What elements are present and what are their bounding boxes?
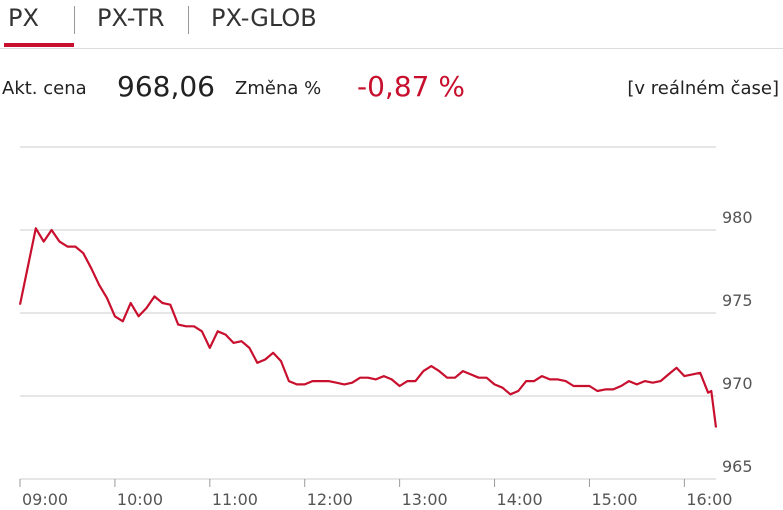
tab-bar: PX PX-TR PX-GLOB bbox=[0, 0, 783, 49]
x-tick-label: 10:00 bbox=[117, 490, 163, 509]
tab[interactable]: PX-GLOB bbox=[211, 4, 317, 32]
x-tick-label: 12:00 bbox=[307, 490, 353, 509]
price-label: Akt. cena bbox=[2, 78, 87, 99]
tab[interactable]: PX bbox=[8, 4, 39, 32]
y-tick-label: 975 bbox=[722, 291, 753, 310]
price: 968,06 bbox=[117, 70, 215, 103]
x-tick-label: 14:00 bbox=[497, 490, 543, 509]
active-tab-indicator bbox=[4, 43, 74, 47]
tab[interactable]: PX-TR bbox=[97, 4, 165, 32]
price-line bbox=[18, 227, 718, 428]
separator bbox=[188, 6, 189, 34]
change-label: Změna % bbox=[235, 78, 322, 99]
x-tick-label: 15:00 bbox=[591, 490, 637, 509]
realtime-note: [v reálném čase] bbox=[627, 78, 779, 99]
y-tick-label: 980 bbox=[722, 208, 753, 227]
y-tick-label: 970 bbox=[722, 374, 753, 393]
x-tick-label: 13:00 bbox=[402, 490, 448, 509]
x-tick-label: 11:00 bbox=[212, 490, 258, 509]
separator bbox=[74, 6, 75, 34]
x-tick-label: 09:00 bbox=[22, 490, 68, 509]
x-tick-label: 16:00 bbox=[686, 490, 732, 509]
y-tick-label: 965 bbox=[722, 457, 753, 476]
change: -0,87 % bbox=[357, 70, 465, 103]
